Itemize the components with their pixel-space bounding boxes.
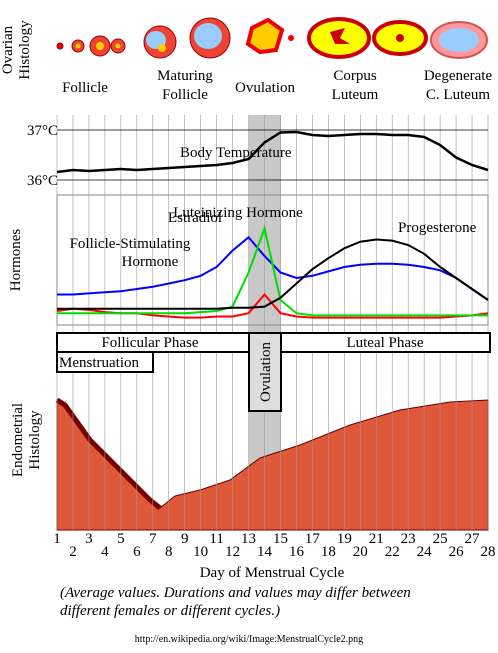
stage-label: Luteum — [332, 87, 379, 103]
temperature-label: Body Temperature — [180, 145, 292, 161]
day-label: 25 — [433, 531, 448, 547]
phase-box — [248, 332, 282, 412]
day-label: 11 — [209, 531, 223, 547]
phase-label: Menstruation — [59, 355, 139, 371]
day-label: 5 — [117, 531, 125, 547]
day-label: 8 — [165, 544, 173, 560]
note: (Average values. Durations and values ma… — [60, 585, 411, 601]
ovary-icons — [56, 17, 488, 59]
day-label: 4 — [101, 544, 109, 560]
phase-label: Luteal Phase — [346, 335, 423, 351]
day-label: 1 — [53, 531, 61, 547]
section-label: Histology — [17, 20, 33, 80]
phase-box — [56, 351, 154, 373]
stage-label: Degenerate — [424, 68, 493, 84]
day-label: 15 — [273, 531, 288, 547]
day-label: 22 — [385, 544, 400, 560]
day-label: 14 — [257, 544, 273, 560]
section-label: Hormones — [8, 229, 24, 292]
day-label: 10 — [193, 544, 208, 560]
hormone-line — [57, 224, 488, 317]
day-label: 27 — [465, 531, 481, 547]
hormone-label: Hormone — [122, 254, 179, 270]
phase-label: Follicular Phase — [101, 335, 198, 351]
day-label: 6 — [133, 544, 141, 560]
temp-tick-label: 36°C — [27, 173, 58, 189]
day-label: 2 — [69, 544, 77, 560]
day-label: 7 — [149, 531, 157, 547]
day-label: 28 — [481, 544, 496, 560]
day-grid — [56, 115, 489, 530]
day-label: 12 — [225, 544, 240, 560]
day-label: 16 — [289, 544, 305, 560]
note: different females or different cycles.) — [60, 603, 280, 619]
day-label: 21 — [369, 531, 384, 547]
hormone-label: Luteinizing Hormone — [173, 205, 303, 221]
source-url: http://en.wikipedia.org/wiki/Image:Menst… — [135, 634, 363, 645]
day-label: 23 — [401, 531, 416, 547]
day-label: 19 — [337, 531, 352, 547]
section-label: Ovarian — [0, 25, 16, 74]
day-label: 24 — [417, 544, 433, 560]
temperature-line — [56, 130, 489, 174]
hormone-label: Estradiol — [168, 210, 222, 226]
stage-label: Follicle — [162, 87, 208, 103]
stage-label: Ovulation — [235, 80, 295, 96]
x-axis-label: Day of Menstrual Cycle — [200, 565, 345, 581]
hormone-label: Follicle-Stimulating — [70, 236, 191, 252]
temp-tick-label: 37°C — [27, 123, 58, 139]
stage-label: Follicle — [62, 80, 108, 96]
day-label: 17 — [305, 531, 321, 547]
section-label: Endometrial — [10, 403, 26, 477]
hormone-frame — [56, 194, 489, 326]
hormone-label: Progesterone — [398, 220, 477, 236]
day-label: 13 — [241, 531, 256, 547]
hormone-line — [57, 238, 489, 310]
stage-label: Maturing — [157, 68, 213, 84]
day-label: 18 — [321, 544, 336, 560]
phase-label: Ovulation — [258, 342, 274, 402]
stage-label: Corpus — [333, 68, 377, 84]
day-label: 20 — [353, 544, 368, 560]
day-label: 3 — [85, 531, 93, 547]
day-label: 26 — [449, 544, 465, 560]
stage-label: C. Luteum — [426, 87, 490, 103]
section-label: Histology — [27, 410, 43, 470]
day-label: 9 — [181, 531, 189, 547]
